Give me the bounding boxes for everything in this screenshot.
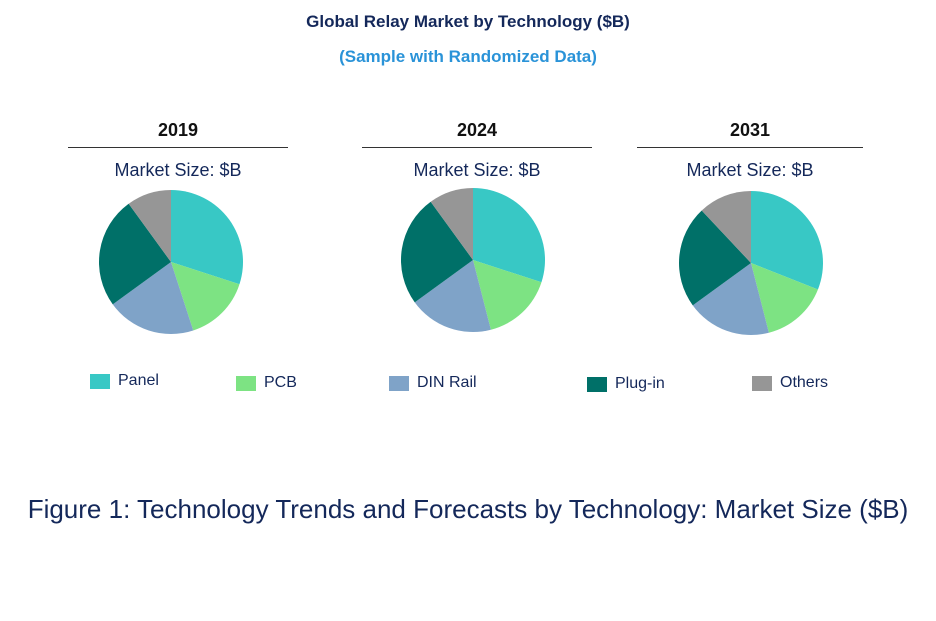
divider xyxy=(68,147,288,148)
pie-slice-din-rail-2024 xyxy=(414,260,491,332)
pie-slice-others-2019 xyxy=(128,190,171,262)
pie-slice-panel-2019 xyxy=(171,190,244,285)
legend-item-din-rail: DIN Rail xyxy=(389,374,477,392)
market-size-label: Market Size: $B xyxy=(114,160,242,180)
pie-slice-din-rail-2019 xyxy=(112,262,194,334)
legend-swatch xyxy=(752,375,772,391)
legend-label: Plug-in xyxy=(615,375,665,392)
legend-label: DIN Rail xyxy=(417,374,477,391)
chart-title: Global Relay Market by Technology ($B) xyxy=(306,12,630,31)
legend-label: Panel xyxy=(118,372,159,389)
divider xyxy=(362,147,592,148)
pie-slice-others-2031 xyxy=(701,191,751,263)
legend-item-pcb: PCB xyxy=(236,374,297,392)
pie-slice-panel-2031 xyxy=(751,191,823,290)
year-2024: 2024 xyxy=(456,120,498,140)
market-size-label: Market Size: $B xyxy=(413,160,541,180)
chart-subtitle: (Sample with Randomized Data) xyxy=(339,47,597,66)
pie-slice-plug-in-2024 xyxy=(401,201,473,303)
legend-item-plug-in: Plug-in xyxy=(587,375,665,393)
pie-slice-pcb-2031 xyxy=(751,263,818,333)
pie-slice-pcb-2024 xyxy=(473,260,542,330)
legend-label: PCB xyxy=(264,374,297,391)
pie-slice-plug-in-2019 xyxy=(98,203,171,305)
year-2031: 2031 xyxy=(729,120,771,140)
legend-item-others: Others xyxy=(752,374,828,392)
pie-slice-plug-in-2031 xyxy=(679,210,751,306)
legend-swatch xyxy=(389,375,409,391)
legend-swatch xyxy=(587,376,607,392)
legend-label: Others xyxy=(780,374,829,391)
year-2019: 2019 xyxy=(157,120,199,140)
pie-slice-others-2024 xyxy=(430,188,473,260)
divider xyxy=(637,147,863,148)
pie-slice-panel-2024 xyxy=(473,188,546,283)
pie-slice-pcb-2019 xyxy=(171,262,240,331)
figure-caption: Figure 1: Technology Trends and Forecast… xyxy=(27,494,909,524)
legend-swatch xyxy=(90,373,110,389)
legend-swatch xyxy=(236,375,256,391)
pie-slice-din-rail-2031 xyxy=(692,263,769,335)
market-size-label: Market Size: $B xyxy=(686,160,814,180)
legend-item-panel: Panel xyxy=(90,372,159,390)
